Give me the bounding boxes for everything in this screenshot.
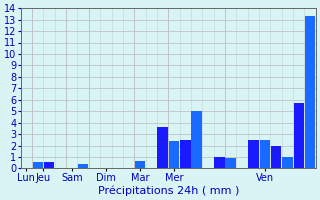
Bar [282,157,293,168]
Bar [44,162,54,168]
Bar [78,164,88,168]
Bar [214,157,225,168]
Bar [169,141,179,168]
Bar [260,140,270,168]
Bar [157,127,168,168]
Bar [293,103,304,168]
X-axis label: Précipitations 24h ( mm ): Précipitations 24h ( mm ) [98,185,239,196]
Bar [271,146,281,168]
Bar [248,140,259,168]
Bar [180,140,190,168]
Bar [305,16,316,168]
Bar [191,111,202,168]
Bar [33,162,43,168]
Bar [135,161,145,168]
Bar [226,158,236,168]
